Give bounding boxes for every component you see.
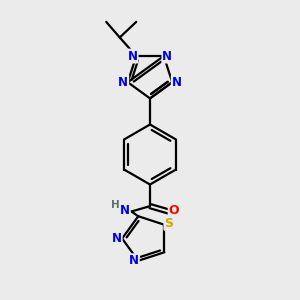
Text: N: N — [129, 254, 139, 267]
Text: N: N — [128, 50, 138, 63]
Text: N: N — [112, 232, 122, 245]
Text: O: O — [169, 204, 179, 218]
Text: N: N — [120, 203, 130, 217]
Text: S: S — [164, 217, 173, 230]
Text: H: H — [111, 200, 120, 210]
Text: N: N — [162, 50, 172, 63]
Text: N: N — [118, 76, 128, 89]
Text: N: N — [172, 76, 182, 89]
